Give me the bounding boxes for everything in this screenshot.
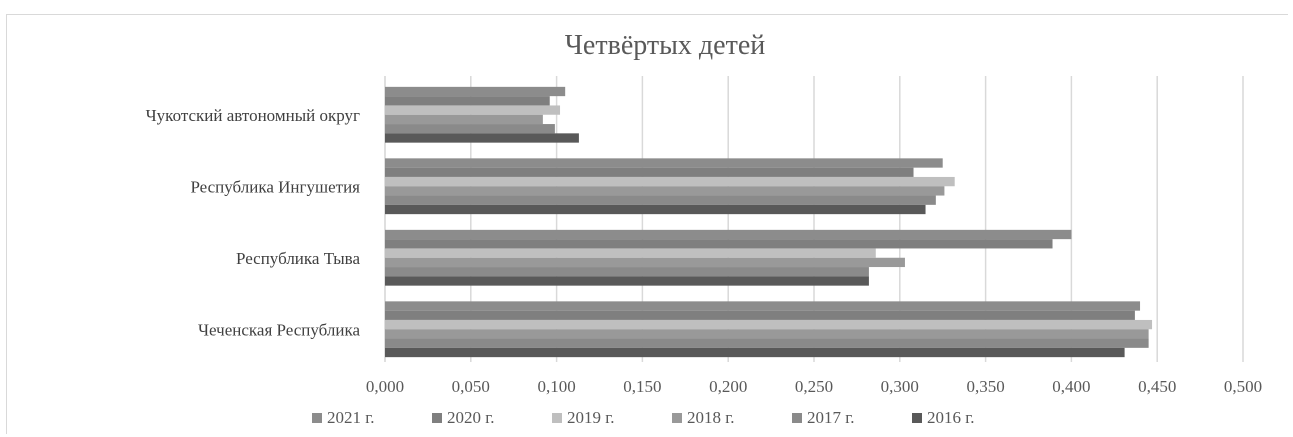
bar [385,167,914,177]
bar [385,105,561,115]
x-tick-label: 0,150 [623,377,661,396]
x-tick-label: 0,350 [966,377,1004,396]
bar [385,114,543,125]
bar [385,248,876,258]
bar [385,239,1053,249]
bar [385,158,943,168]
bar [385,86,566,97]
bars [385,86,1153,358]
bar [385,276,869,286]
legend-label: 2019 г. [567,408,615,427]
bar [385,338,1149,348]
bar [385,310,1135,320]
category-labels: Чукотский автономный округ Республика Инг… [146,106,361,340]
x-tick-label: 0,100 [537,377,575,396]
legend-label: 2016 г. [927,408,975,427]
x-tick-label: 0,300 [881,377,919,396]
x-tick-label: 0,450 [1138,377,1176,396]
bar [385,195,936,205]
legend-label: 2018 г. [687,408,735,427]
bar [385,257,905,268]
category-label: Республика Тыва [236,249,360,268]
legend-swatch [912,413,922,423]
x-tick-label: 0,200 [709,377,747,396]
legend: 2021 г. 2020 г. 2019 г. 2018 г. 2017 г. 2016 … [312,408,975,427]
bar [385,301,1141,311]
bar [385,229,1072,240]
bar [385,133,579,143]
legend-swatch [312,413,322,423]
legend-label: 2020 г. [447,408,495,427]
x-axis-tick-labels: 0,000 0,050 0,100 0,150 0,200 0,250 0,300 0,350… [366,377,1262,396]
bar [385,176,955,187]
legend-swatch [552,413,562,423]
bar [385,329,1149,339]
legend-label: 2017 г. [807,408,855,427]
bar [385,267,869,277]
bar [385,204,926,215]
chart-title: Четвёртых детей [565,30,766,61]
x-tick-label: 0,000 [366,377,404,396]
x-tick-label: 0,400 [1052,377,1090,396]
bar [385,186,945,196]
bar [385,124,555,134]
legend-label: 2021 г. [327,408,375,427]
x-tick-label: 0,500 [1224,377,1262,396]
bar [385,319,1153,330]
legend-swatch [672,413,682,423]
category-label: Чеченская Республика [198,320,360,339]
chart-frame [6,14,1288,434]
category-label: Чукотский автономный округ [146,106,360,125]
category-label: Республика Ингушетия [190,177,360,196]
bar [385,347,1125,358]
legend-swatch [792,413,802,423]
x-tick-label: 0,050 [452,377,490,396]
x-tick-label: 0,250 [795,377,833,396]
bar [385,96,550,106]
legend-swatch [432,413,442,423]
